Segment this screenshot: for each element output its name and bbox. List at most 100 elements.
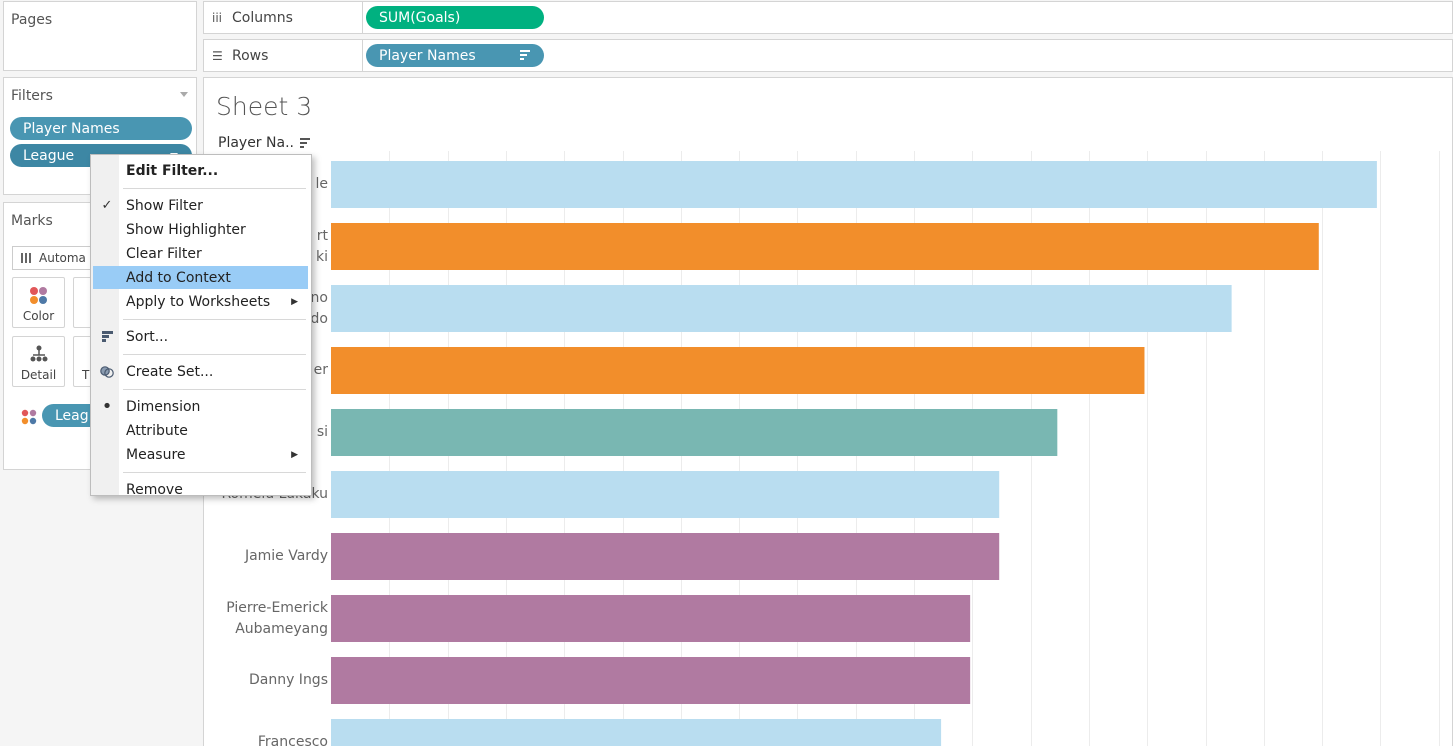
bar[interactable]	[331, 719, 942, 746]
row-label[interactable]: Pierre-Emerick Aubameyang	[208, 598, 328, 640]
menu-item-show-highlighter[interactable]: Show Highlighter	[93, 218, 308, 241]
bar-chart-icon	[21, 253, 33, 263]
menu-item-sort[interactable]: Sort...	[93, 325, 308, 348]
menu-separator	[123, 354, 306, 355]
sort-icon[interactable]	[300, 138, 311, 148]
menu-item-add-to-context[interactable]: Add to Context	[93, 266, 308, 289]
menu-item-label: Edit Filter...	[126, 162, 219, 179]
menu-item-label: Attribute	[126, 422, 188, 439]
row-label[interactable]: si	[208, 422, 328, 443]
bullet-icon: •	[101, 396, 113, 417]
row-label-line: Jamie Vardy	[244, 548, 328, 564]
rows-pill-player-names[interactable]: Player Names	[366, 44, 544, 67]
bar[interactable]	[331, 595, 971, 642]
sort-icon	[99, 325, 115, 348]
marks-title: Marks	[11, 213, 53, 229]
rows-shelf-label: ☰ Rows	[204, 40, 363, 71]
menu-item-show-filter[interactable]: ✓ Show Filter	[93, 194, 308, 217]
bar[interactable]	[331, 347, 1145, 394]
filters-dropdown-icon[interactable]	[180, 92, 188, 97]
row-label-line: si	[316, 424, 328, 440]
filter-context-menu: Edit Filter... ✓ Show Filter Show Highlight…	[90, 154, 312, 498]
menu-item-dimension[interactable]: • Dimension	[93, 395, 308, 418]
menu-item-remove[interactable]: Remove	[93, 478, 308, 501]
row-label-line: Francesco	[257, 734, 328, 746]
marks-league-pill-label: Leag	[55, 407, 89, 424]
color-encoding-icon	[21, 409, 37, 425]
menu-gutter	[91, 155, 119, 495]
filter-pill-player-names[interactable]: Player Names	[10, 117, 192, 140]
detail-card-label: Detail	[20, 368, 57, 382]
row-label-line: le	[315, 176, 328, 192]
bar[interactable]	[331, 161, 1377, 208]
menu-item-edit-filter[interactable]: Edit Filter...	[93, 159, 308, 182]
columns-pill-label: SUM(Goals)	[379, 9, 461, 26]
sort-descending-icon	[520, 50, 530, 61]
menu-item-label: Show Filter	[126, 197, 203, 214]
menu-item-create-set[interactable]: Create Set...	[93, 360, 308, 383]
detail-card[interactable]: Detail	[12, 336, 65, 387]
row-label-line: Pierre-Emerick	[226, 599, 328, 616]
tooltip-card-label: T	[82, 368, 90, 382]
menu-item-apply-to-worksheets[interactable]: Apply to Worksheets ▶	[93, 290, 308, 313]
menu-item-label: Show Highlighter	[126, 221, 246, 238]
pages-panel: Pages	[3, 1, 197, 71]
bar[interactable]	[331, 409, 1058, 456]
mark-type-label: Automa	[39, 251, 86, 265]
bar[interactable]	[331, 285, 1232, 332]
row-label[interactable]: Danny Ings	[208, 670, 328, 691]
color-card[interactable]: Color	[12, 277, 65, 328]
menu-item-clear-filter[interactable]: Clear Filter	[93, 242, 308, 265]
row-label-line: Aubameyang	[235, 620, 328, 637]
rows-shelf: ☰ Rows Player Names	[203, 39, 1453, 72]
columns-pill-sum-goals[interactable]: SUM(Goals)	[366, 6, 544, 29]
detail-hierarchy-icon	[30, 345, 48, 362]
menu-item-label: Apply to Worksheets	[126, 293, 271, 310]
bar[interactable]	[331, 533, 1000, 580]
row-label-line: er	[313, 362, 328, 378]
menu-item-label: Create Set...	[126, 363, 214, 380]
bar[interactable]	[331, 657, 971, 704]
color-palette-icon	[30, 287, 47, 304]
row-label[interactable]: Francesco	[208, 732, 328, 746]
menu-item-label: Sort...	[126, 328, 169, 345]
menu-item-label: Add to Context	[126, 269, 231, 286]
row-label[interactable]: Jamie Vardy	[208, 546, 328, 567]
row-label-line: do	[310, 310, 328, 327]
row-label[interactable]: le	[208, 174, 328, 195]
bar[interactable]	[331, 223, 1319, 270]
row-label[interactable]: er	[208, 360, 328, 381]
rows-icon: ☰	[212, 48, 223, 63]
submenu-arrow-icon: ▶	[291, 296, 298, 307]
filters-title: Filters	[11, 88, 53, 104]
columns-shelf-label: iii Columns	[204, 2, 363, 33]
menu-separator	[123, 188, 306, 189]
filter-pill-label: Player Names	[23, 120, 120, 137]
row-label-line: ki	[316, 248, 328, 265]
row-label-line: rt	[316, 227, 328, 244]
pages-title: Pages	[11, 12, 53, 28]
menu-item-measure[interactable]: Measure ▶	[93, 443, 308, 466]
filter-pill-label: League	[23, 147, 75, 164]
check-icon: ✓	[101, 198, 113, 213]
row-label[interactable]: rt ki	[208, 226, 328, 268]
menu-separator	[123, 319, 306, 320]
bar-chart	[331, 151, 1440, 746]
row-label-line: no	[310, 289, 328, 306]
row-label[interactable]: no do	[208, 288, 328, 330]
row-header-player-names[interactable]: Player Na..	[218, 135, 311, 151]
menu-item-label: Dimension	[126, 398, 201, 415]
bar[interactable]	[331, 471, 1000, 518]
menu-item-label: Clear Filter	[126, 245, 202, 262]
row-label-line: Danny Ings	[248, 672, 328, 688]
set-icon	[99, 360, 115, 383]
submenu-arrow-icon: ▶	[291, 449, 298, 460]
menu-separator	[123, 389, 306, 390]
sheet-title[interactable]: Sheet 3	[216, 92, 313, 121]
menu-item-attribute[interactable]: Attribute	[93, 419, 308, 442]
color-card-label: Color	[22, 309, 55, 323]
columns-shelf: iii Columns SUM(Goals)	[203, 1, 1453, 34]
worksheet-view: Sheet 3 Player Na.. lertkinodoersiRomelu…	[203, 77, 1453, 746]
columns-icon: iii	[212, 10, 223, 25]
rows-pill-label: Player Names	[379, 47, 476, 64]
